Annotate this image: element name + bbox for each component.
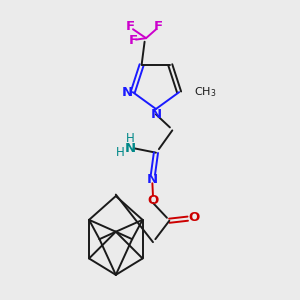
Text: O: O [147, 194, 159, 207]
Text: F: F [126, 20, 135, 33]
Text: N: N [122, 85, 133, 99]
Text: H: H [116, 146, 125, 159]
Text: H: H [126, 132, 135, 145]
Text: N: N [150, 108, 161, 121]
Text: N: N [147, 173, 158, 186]
Text: O: O [188, 211, 199, 224]
Text: CH$_3$: CH$_3$ [194, 85, 217, 99]
Text: N: N [125, 142, 136, 155]
Text: F: F [129, 34, 138, 47]
Text: F: F [154, 20, 163, 33]
